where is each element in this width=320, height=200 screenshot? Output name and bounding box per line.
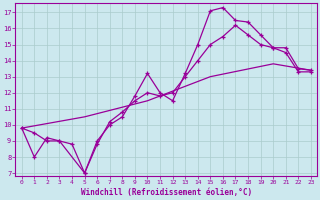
X-axis label: Windchill (Refroidissement éolien,°C): Windchill (Refroidissement éolien,°C) xyxy=(81,188,252,197)
